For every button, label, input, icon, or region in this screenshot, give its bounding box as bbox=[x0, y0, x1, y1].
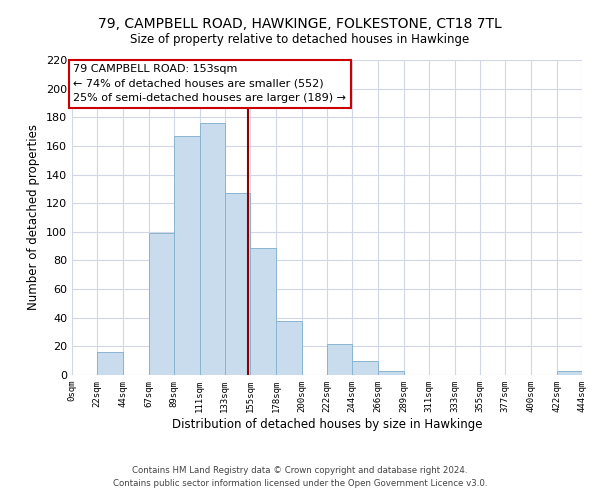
Text: Contains HM Land Registry data © Crown copyright and database right 2024.
Contai: Contains HM Land Registry data © Crown c… bbox=[113, 466, 487, 487]
Text: 79 CAMPBELL ROAD: 153sqm
← 74% of detached houses are smaller (552)
25% of semi-: 79 CAMPBELL ROAD: 153sqm ← 74% of detach… bbox=[73, 64, 346, 103]
Bar bbox=[277, 320, 302, 375]
Bar bbox=[557, 370, 582, 375]
Bar bbox=[352, 360, 377, 375]
Bar bbox=[149, 233, 174, 375]
X-axis label: Distribution of detached houses by size in Hawkinge: Distribution of detached houses by size … bbox=[172, 418, 482, 430]
Text: Size of property relative to detached houses in Hawkinge: Size of property relative to detached ho… bbox=[130, 32, 470, 46]
Bar bbox=[199, 123, 225, 375]
Bar bbox=[250, 248, 277, 375]
Y-axis label: Number of detached properties: Number of detached properties bbox=[28, 124, 40, 310]
Bar bbox=[225, 193, 250, 375]
Text: 79, CAMPBELL ROAD, HAWKINGE, FOLKESTONE, CT18 7TL: 79, CAMPBELL ROAD, HAWKINGE, FOLKESTONE,… bbox=[98, 18, 502, 32]
Bar bbox=[174, 136, 199, 375]
Bar bbox=[377, 370, 404, 375]
Bar bbox=[327, 344, 352, 375]
Bar bbox=[97, 352, 122, 375]
